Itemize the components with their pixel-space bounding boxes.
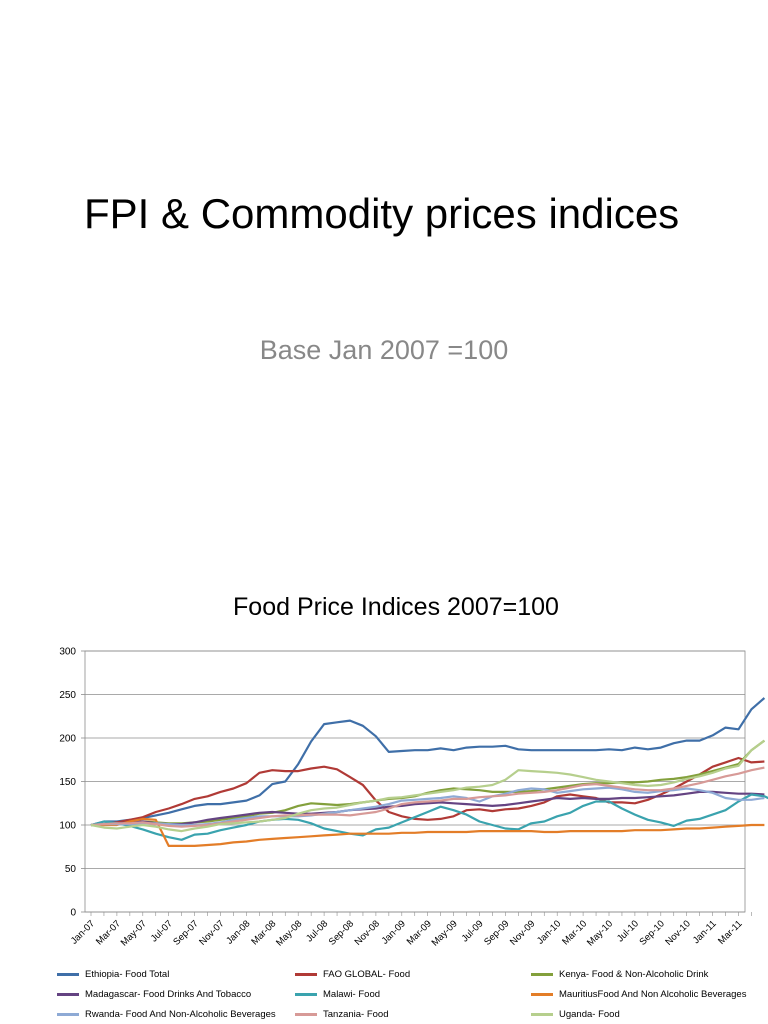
- x-tick-label: May-09: [430, 918, 460, 948]
- y-tick-label: 200: [59, 734, 76, 745]
- x-tick-label: Jan-08: [224, 918, 252, 946]
- y-tick-label: 50: [65, 864, 77, 875]
- slide-subtitle: Base Jan 2007 =100: [259, 335, 509, 365]
- x-tick-label: May-10: [585, 918, 615, 948]
- x-tick-label: Jan-09: [380, 918, 408, 946]
- x-tick-label: May-08: [274, 918, 304, 948]
- x-tick-label: Mar-08: [249, 918, 278, 947]
- x-tick-label: Jan-07: [69, 918, 97, 946]
- series-line-tanzania-food: [90, 766, 765, 828]
- x-tick-label: Sep-08: [327, 918, 356, 947]
- slide-title: FPI & Commodity prices indices: [84, 190, 680, 237]
- x-tick-label: Mar-07: [94, 918, 123, 947]
- x-tick-label: Sep-10: [637, 918, 666, 947]
- x-tick-label: Sep-07: [171, 918, 200, 947]
- x-tick-label: Nov-10: [663, 918, 692, 947]
- y-tick-label: 300: [59, 647, 76, 658]
- series-line-malawi-food: [90, 793, 768, 841]
- y-tick-label: 150: [59, 777, 76, 788]
- series-line-uganda-food: [90, 739, 766, 833]
- x-tick-label: Sep-09: [482, 918, 511, 947]
- x-tick-label: Mar-09: [405, 918, 434, 947]
- x-tick-label: Mar-10: [560, 918, 589, 947]
- x-tick-label: Mar-11: [716, 918, 745, 947]
- x-tick-label: Jan-11: [691, 918, 719, 946]
- x-tick-label: Nov-08: [353, 918, 382, 947]
- x-tick-label: Nov-07: [197, 918, 226, 947]
- series-line-madagascar-food-drinks-and-tobacco: [90, 790, 765, 827]
- series-line-ethiopia-food-total: [90, 697, 766, 827]
- chart-title: Food Price Indices 2007=100: [233, 593, 559, 621]
- x-tick-label: Jan-10: [535, 918, 563, 946]
- x-tick-label: Nov-09: [508, 918, 537, 947]
- series-line-mauritiusfood-and-non-alcoholic-beverages: [91, 817, 765, 848]
- series-line-fao-global-food: [90, 756, 765, 827]
- x-tick-label: May-07: [119, 918, 149, 948]
- y-tick-label: 100: [59, 821, 76, 832]
- y-tick-label: 0: [70, 908, 76, 919]
- y-tick-label: 250: [59, 690, 76, 701]
